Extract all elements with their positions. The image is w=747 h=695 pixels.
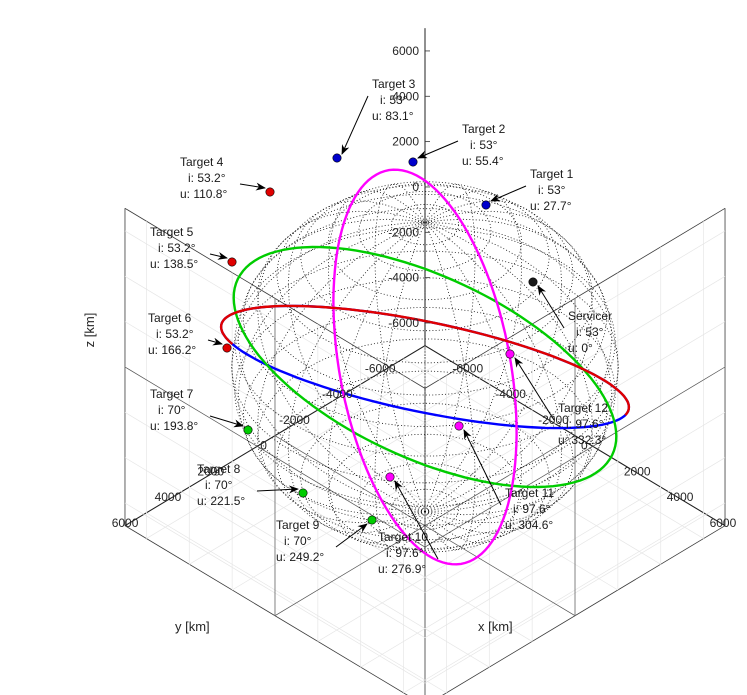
earth-meridian <box>424 222 613 516</box>
x-tick-label: 6000 <box>710 516 737 530</box>
earth-meridian <box>327 222 426 544</box>
earth-meridian <box>257 210 426 512</box>
marker-target-11 <box>454 421 464 431</box>
annotation-arrow <box>514 357 555 421</box>
marker-target-4 <box>265 187 275 197</box>
annotation-target-12: Target 12 i: 97.6° u: 332.3° <box>558 401 608 447</box>
marker-target-7 <box>243 425 253 435</box>
earth-meridian <box>424 218 613 512</box>
earth-parallel <box>234 227 616 457</box>
annotation-arrow <box>207 337 223 346</box>
annotation-arrow <box>490 185 527 202</box>
z-tick-label: -4000 <box>388 271 419 285</box>
annotation-arrow <box>417 140 459 159</box>
annotation-arrow <box>239 182 266 191</box>
annotation-arrow <box>394 480 439 560</box>
earth-parallel <box>328 183 522 301</box>
orbit-i70 <box>232 245 618 489</box>
annotation-arrow <box>463 429 502 506</box>
annotation-arrow <box>335 523 368 548</box>
annotation-target-4: Target 4 i: 53.2° u: 110.8° <box>180 155 227 201</box>
z-axis-label: z [km] <box>82 313 97 348</box>
target-markers <box>222 153 538 525</box>
earth-meridian <box>237 222 426 516</box>
marker-target-5 <box>227 257 237 267</box>
z-tick-label: 0 <box>412 180 419 194</box>
earth-parallel <box>391 488 459 530</box>
marker-target-12 <box>505 349 515 359</box>
annotation-arrow <box>209 252 228 260</box>
y-tick-label: 6000 <box>112 516 139 530</box>
earth-meridian <box>424 200 563 512</box>
z-tick-label: 2000 <box>392 135 419 149</box>
annotation-arrow <box>341 95 369 155</box>
earth-meridian <box>374 222 426 551</box>
z-tick-label: -2000 <box>388 225 419 239</box>
annotation-arrow <box>256 485 299 494</box>
earth-meridian <box>237 218 426 512</box>
annotation-target-5: Target 5 i: 53.2° u: 138.5° <box>150 225 198 271</box>
x-axis-label: x [km] <box>478 619 513 634</box>
x-tick-label: 0 <box>581 439 588 453</box>
annotation-target-3: Target 3 i: 53° u: 83.1° <box>372 77 416 123</box>
x-tick-label: -6000 <box>452 362 483 376</box>
z-tick-label: -6000 <box>388 316 419 330</box>
y-axis-label: y [km] <box>175 619 210 634</box>
orbit-i53-red <box>219 304 631 416</box>
marker-target-1 <box>481 200 491 210</box>
x-tick-label: -4000 <box>495 387 526 401</box>
z-tick-label: 4000 <box>392 89 419 103</box>
annotation-target-10: Target 10 i: 97.6° u: 276.9° <box>378 530 428 576</box>
axis-center-line <box>274 435 576 617</box>
annotation-target-11: Target 11 i: 97.6° u: 304.6° <box>505 486 554 532</box>
annotation-arrow <box>209 415 244 428</box>
annotation-target-1: Target 1 i: 53° u: 27.7° <box>530 167 574 213</box>
marker-target-10 <box>385 472 395 482</box>
earth-parallel <box>257 193 593 396</box>
y-tick-label: 2000 <box>197 464 224 478</box>
tick-labels: -6000 -4000 -2000 0 2000 4000 6000 -6000 -4000 -2… <box>112 44 737 530</box>
earth-parallel <box>276 184 574 364</box>
y-tick-label: 0 <box>260 439 267 453</box>
annotation-target-9: Target 9 i: 70° u: 249.2° <box>276 518 324 564</box>
x-tick-label: 2000 <box>624 464 651 478</box>
earth-wireframe <box>231 181 619 553</box>
earth-parallel <box>234 277 616 507</box>
earth-meridian <box>424 183 476 512</box>
annotation-target-2: Target 2 i: 53° u: 55.4° <box>462 122 506 168</box>
z-tick-label: 6000 <box>392 44 419 58</box>
orbit-lines <box>219 168 631 566</box>
annotation-arrow <box>537 285 565 329</box>
marker-target-9 <box>367 515 377 525</box>
annotation-target-7: Target 7 i: 70° u: 193.8° <box>150 387 198 433</box>
x-tick-label: 4000 <box>667 490 694 504</box>
annotations: Servicer i: 53° u: 0° Target 1 i: 53° u: 27.7… <box>148 77 612 576</box>
marker-target-8 <box>298 488 308 498</box>
marker-target-6 <box>222 343 232 353</box>
earth-meridian <box>424 222 523 544</box>
annotation-target-8: Target 8 i: 70° u: 221.5° <box>197 462 245 508</box>
axis-center-line <box>424 366 726 548</box>
annotation-target-6: Target 6 i: 53.2° u: 166.2° <box>148 311 196 357</box>
marker-target-3 <box>332 153 342 163</box>
earth-parallel <box>300 181 550 332</box>
orbit-i97-6 <box>332 168 518 566</box>
annotation-servicer: Servicer i: 53° u: 0° <box>568 309 612 355</box>
earth-parallel <box>300 402 550 553</box>
marker-target-2 <box>408 157 418 167</box>
marker-servicer <box>528 277 538 287</box>
y-tick-label: -2000 <box>279 413 310 427</box>
y-tick-label: -6000 <box>365 362 396 376</box>
y-tick-label: -4000 <box>322 387 353 401</box>
y-tick-label: 4000 <box>155 490 182 504</box>
